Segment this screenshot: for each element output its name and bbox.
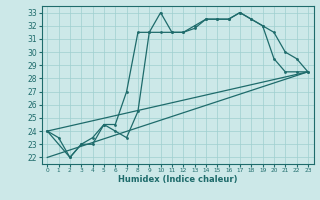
- X-axis label: Humidex (Indice chaleur): Humidex (Indice chaleur): [118, 175, 237, 184]
